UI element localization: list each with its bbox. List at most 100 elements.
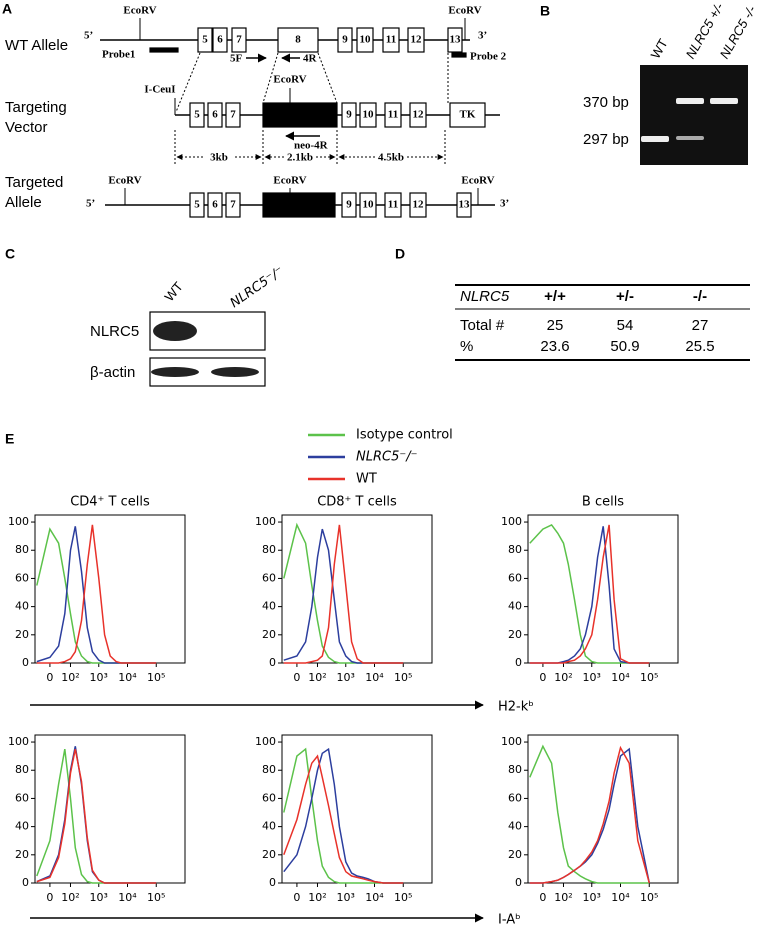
panel-label: C [5,246,15,262]
gel [640,65,748,165]
x-tick-label: 10³ [583,671,601,684]
homology-line [262,52,279,104]
exon-label: 6 [217,34,223,46]
panel-label: B [540,3,550,19]
primer-label: 5F [230,53,243,65]
plot-frame [34,734,186,884]
probe-label: Probe1 [102,49,135,61]
plot-frame [527,734,679,884]
row-title: Targeting [5,99,67,116]
x-tick-label: 0 [293,671,300,684]
chart-title: B cells [582,495,624,510]
table-cell: 27 [692,317,709,334]
histogram-line [283,524,404,664]
y-tick-label: 80 [508,543,522,556]
x-tick-label: 10⁴ [118,891,137,904]
exon-label: 8 [295,34,301,46]
exon-label: 12 [413,199,425,211]
exon [359,102,377,128]
y-tick-label: 60 [262,571,276,584]
y-tick-label: 40 [508,600,522,613]
exon-label: 9 [346,199,352,211]
y-tick-label: 100 [8,735,29,748]
x-tick-label: 10⁴ [611,891,630,904]
table-header: NLRC5 [460,288,510,305]
y-tick-label: 20 [508,628,522,641]
blot-band [151,367,199,377]
exon [207,102,223,128]
histogram-line [36,748,157,884]
exon [384,192,402,218]
exon-label: 11 [388,109,398,121]
x-tick-label: 10⁴ [365,671,384,684]
x-tick-label: 10² [554,891,572,904]
legend-label: Isotype control [356,428,453,443]
exon [341,102,357,128]
y-tick-label: 0 [515,656,522,669]
y-tick-label: 60 [508,571,522,584]
x-tick-label: 10³ [90,891,108,904]
plot-frame [281,734,433,884]
end-label: 3’ [478,30,487,42]
probe [149,47,179,53]
chart-title: CD8⁺ T cells [317,495,397,510]
probe-label: Probe 2 [470,51,507,63]
exon [356,27,374,53]
exon [337,27,353,53]
y-tick-label: 20 [508,848,522,861]
exon-label: 7 [236,34,242,46]
exon [189,192,205,218]
exon-label: 11 [388,199,398,211]
histogram-line [36,524,157,664]
x-tick-label: 10⁵ [640,671,658,684]
table-cell: % [460,338,473,355]
tk-box [449,102,486,128]
x-tick-label: 0 [46,891,53,904]
lane-label: WT [648,36,671,61]
y-tick-label: 60 [262,791,276,804]
y-tick-label: 0 [269,876,276,889]
x-tick-label: 10⁵ [147,891,165,904]
plot-frame [527,514,679,664]
row-title: Allele [5,194,42,211]
x-tick-label: 10⁴ [611,671,630,684]
distance-label: 2.1kb [287,152,313,164]
primer-label: 4R [303,53,318,65]
exon [197,27,213,53]
y-tick-label: 80 [262,543,276,556]
row-title: WT Allele [5,37,68,54]
exon [231,27,247,53]
y-tick-label: 20 [15,628,29,641]
size-label: 297 bp [583,131,629,148]
y-tick-label: 100 [255,515,276,528]
y-tick-label: 80 [15,763,29,776]
size-label: 370 bp [583,94,629,111]
table-cell: 23.6 [540,338,569,355]
exon-label: 12 [413,109,425,121]
histogram-line [529,523,650,664]
distance-label: 4.5kb [378,152,404,164]
x-tick-label: 10³ [337,891,355,904]
row-title: Targeted [5,174,63,191]
exon-label: 13 [459,199,471,211]
x-tick-label: 10² [61,671,79,684]
exon [447,27,463,53]
blot-band [153,321,197,341]
legend-label: WT [356,472,377,487]
x-tick-label: 10³ [337,671,355,684]
exon-label: 5 [194,109,200,121]
table-header: +/- [616,288,634,305]
table-cell: 25.5 [685,338,714,355]
exon-label: 6 [212,199,218,211]
exon-label: 5 [202,34,208,46]
histogram-line [529,524,650,664]
end-label: 5’ [84,30,93,42]
exon-label: 6 [212,109,218,121]
table-cell: 54 [617,317,634,334]
plot-frame [34,514,186,664]
exon [409,102,427,128]
exon-label: 12 [411,34,423,46]
x-tick-label: 10⁵ [147,671,165,684]
lane-label: WT [161,279,186,304]
y-tick-label: 40 [262,600,276,613]
